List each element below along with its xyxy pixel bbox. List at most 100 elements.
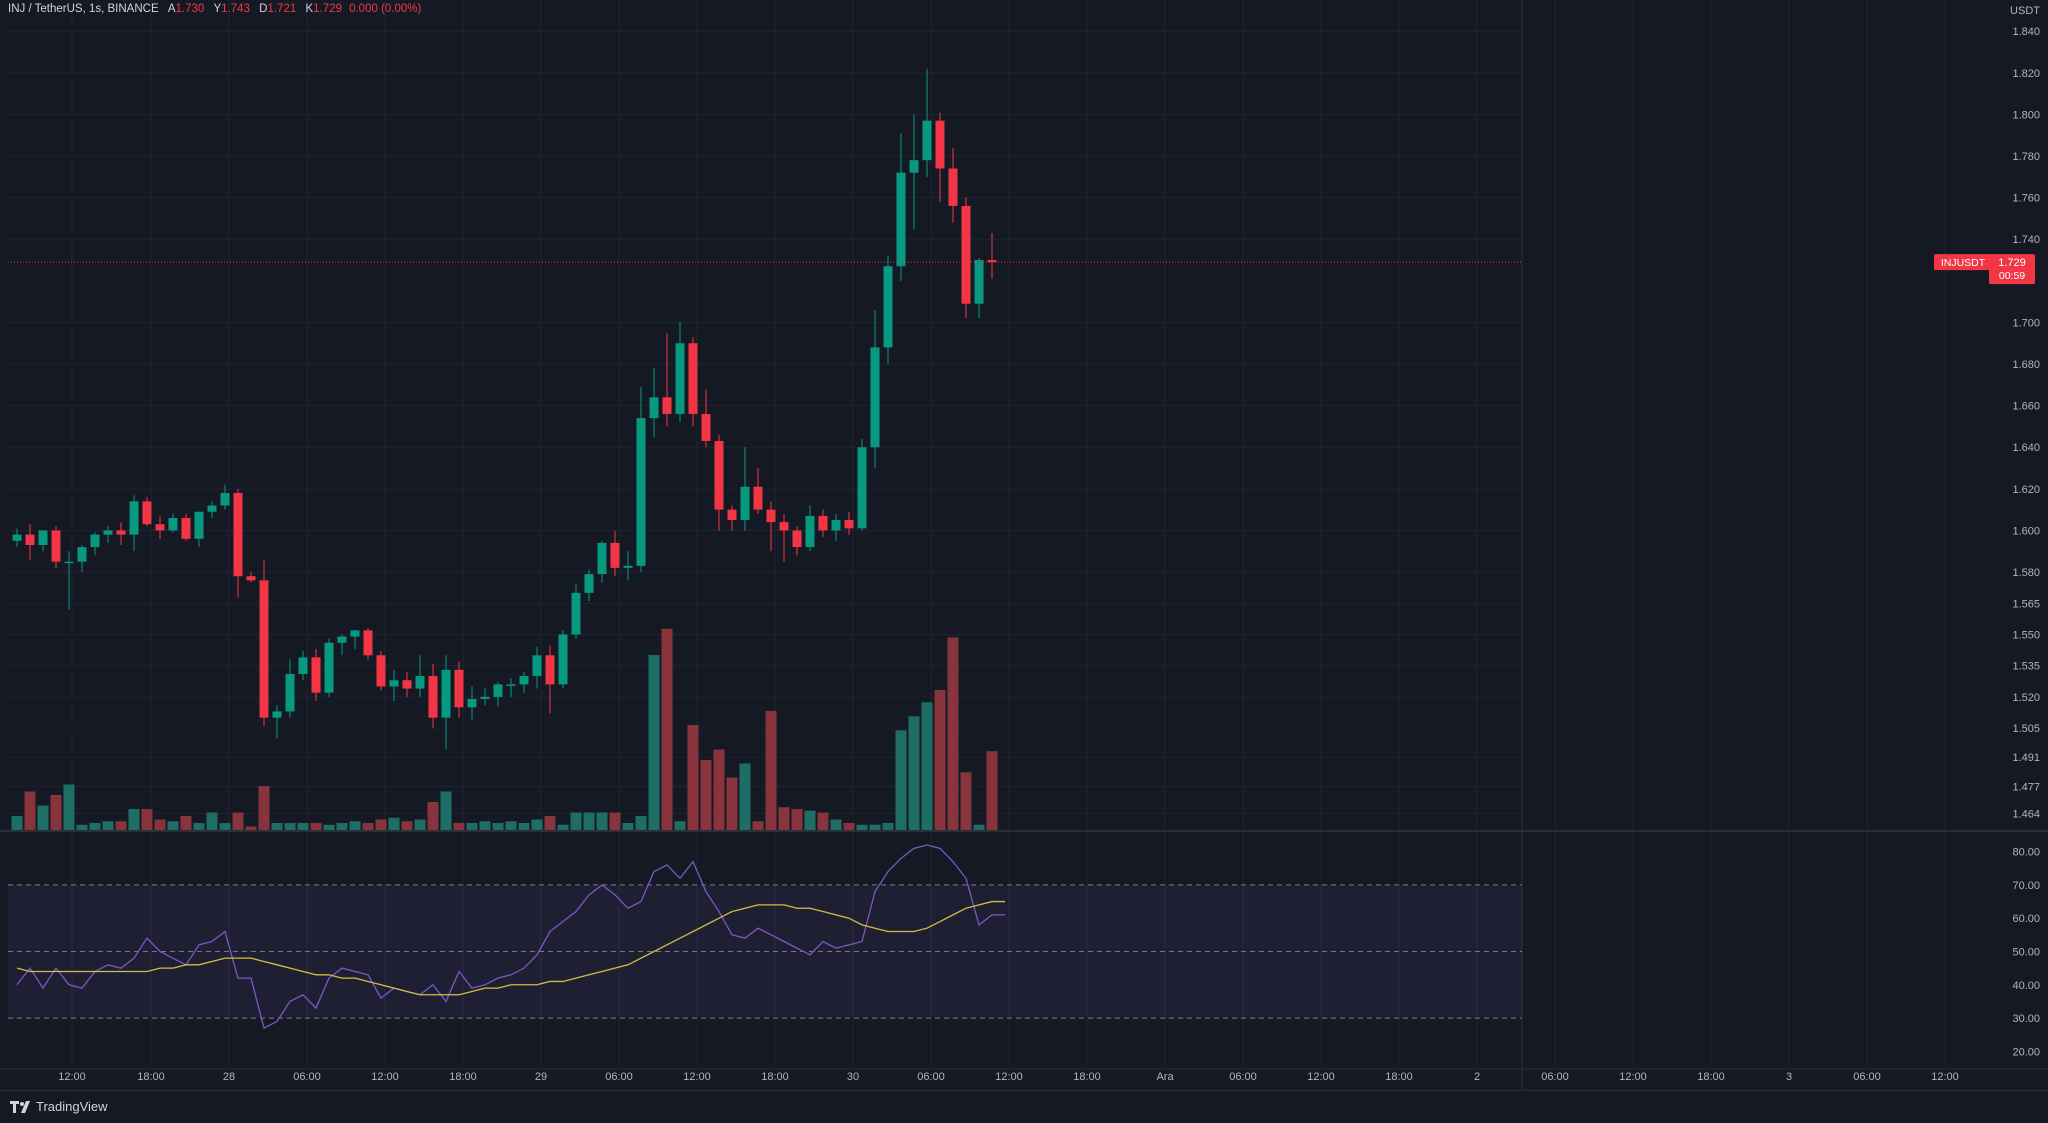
time-tick-label: 18:00	[1385, 1071, 1413, 1083]
candle-body	[753, 486, 763, 510]
candle-body	[584, 574, 594, 593]
candle-body	[935, 120, 945, 169]
price-tick-label: 1.820	[2012, 68, 2040, 80]
candle-body	[766, 509, 776, 523]
symbol-tag-text: INJUSDT	[1941, 257, 1986, 269]
volume-bar	[557, 824, 569, 830]
time-tick-label: 18:00	[1073, 1071, 1101, 1083]
candle-body	[493, 684, 503, 697]
candle-body	[272, 711, 282, 718]
candle-body	[220, 493, 230, 506]
high-value: 1.743	[221, 3, 250, 15]
volume-bar	[219, 823, 231, 830]
volume-bar	[154, 819, 166, 830]
candle-body	[532, 655, 542, 677]
price-tick-label: 1.600	[2012, 525, 2040, 537]
last-price-value: 1.729	[1998, 257, 2026, 269]
candle-body	[896, 172, 906, 267]
volume-bar	[336, 823, 348, 830]
candle-body	[90, 534, 100, 548]
price-tick-label: 1.464	[2012, 808, 2040, 820]
time-tick-label: 18:00	[1697, 1071, 1725, 1083]
volume-bar	[518, 823, 530, 830]
candle-body	[805, 515, 815, 548]
price-tick-label: 1.565	[2012, 598, 2040, 610]
volume-bar	[622, 823, 634, 830]
candle-body	[597, 542, 607, 575]
candle-body	[519, 676, 529, 685]
rsi-ma-line	[16, 900, 1005, 996]
chart-canvas[interactable]: 1.840 1.820 1.800 1.780 1.760 1.740 1.700 1.680…	[0, 0, 2048, 1090]
candle-body	[246, 576, 256, 581]
volume-bar	[284, 823, 296, 830]
rsi-line	[16, 844, 1005, 1030]
candle-body	[467, 698, 477, 708]
volume-bar	[908, 716, 920, 830]
volume-bar	[193, 823, 205, 830]
open-label: A	[167, 3, 176, 15]
volume-bar	[440, 791, 452, 830]
time-tick-label: 12:00	[1307, 1071, 1335, 1083]
candle-body	[844, 520, 854, 529]
candle-body	[831, 520, 841, 531]
volume-bar	[531, 819, 543, 830]
candle-body	[168, 517, 178, 531]
candle-body	[688, 343, 698, 414]
volume-bar	[401, 821, 413, 830]
volume-bar	[778, 807, 790, 830]
candle-body	[51, 530, 61, 562]
candle-body	[389, 680, 399, 687]
candle-body	[155, 524, 165, 531]
tradingview-logo-icon	[10, 1100, 30, 1113]
low-label: D	[259, 3, 268, 15]
volume-bar	[726, 777, 738, 830]
volume-bar	[986, 751, 998, 830]
rsi-tick-label: 70.00	[2012, 880, 2040, 892]
volume-bar	[882, 823, 894, 830]
volume-bar	[102, 821, 114, 830]
time-tick-label: 12:00	[1931, 1071, 1959, 1083]
rsi-tick-label: 50.00	[2012, 947, 2040, 959]
price-tick-label: 1.840	[2012, 26, 2040, 38]
tradingview-brand[interactable]: TradingView	[10, 1099, 108, 1114]
volume-bar	[596, 812, 608, 830]
candle-body	[545, 655, 555, 685]
time-tick-label: Ara	[1156, 1071, 1174, 1083]
volume-bar	[687, 725, 699, 830]
candle-body	[116, 530, 126, 535]
volume-bar	[947, 637, 959, 830]
candle-body	[948, 168, 958, 206]
volume-bar	[271, 823, 283, 830]
candle-body	[870, 347, 880, 448]
candle-body	[974, 260, 984, 304]
price-tick-label: 1.640	[2012, 442, 2040, 454]
volume-bar	[63, 784, 75, 830]
volume-bar	[50, 795, 62, 830]
price-tick-label: 1.800	[2012, 109, 2040, 121]
volume-bar	[505, 821, 517, 830]
candle-body	[922, 120, 932, 161]
volume-bar	[349, 821, 361, 830]
candle-body	[558, 634, 568, 685]
volume-bar	[752, 821, 764, 830]
volume-bar	[856, 824, 868, 830]
candle-body	[324, 642, 334, 693]
volume-bar	[700, 760, 712, 830]
rsi-tick-label: 80.00	[2012, 847, 2040, 859]
candle-body	[987, 260, 997, 263]
candle-body	[480, 696, 490, 699]
candle-body	[77, 547, 87, 562]
volume-bar	[583, 812, 595, 830]
candle-body	[129, 501, 139, 535]
rsi-tick-label: 60.00	[2012, 913, 2040, 925]
candle-body	[12, 534, 22, 541]
time-tick-label: 18:00	[137, 1071, 165, 1083]
candle-body	[402, 680, 412, 689]
volume-bar	[453, 823, 465, 830]
time-tick-label: 12:00	[58, 1071, 86, 1083]
volume-bar	[895, 730, 907, 830]
brand-name: TradingView	[36, 1099, 108, 1114]
volume-bar	[24, 791, 36, 830]
volume-bar	[674, 821, 686, 830]
price-tick-label: 1.680	[2012, 359, 2040, 371]
